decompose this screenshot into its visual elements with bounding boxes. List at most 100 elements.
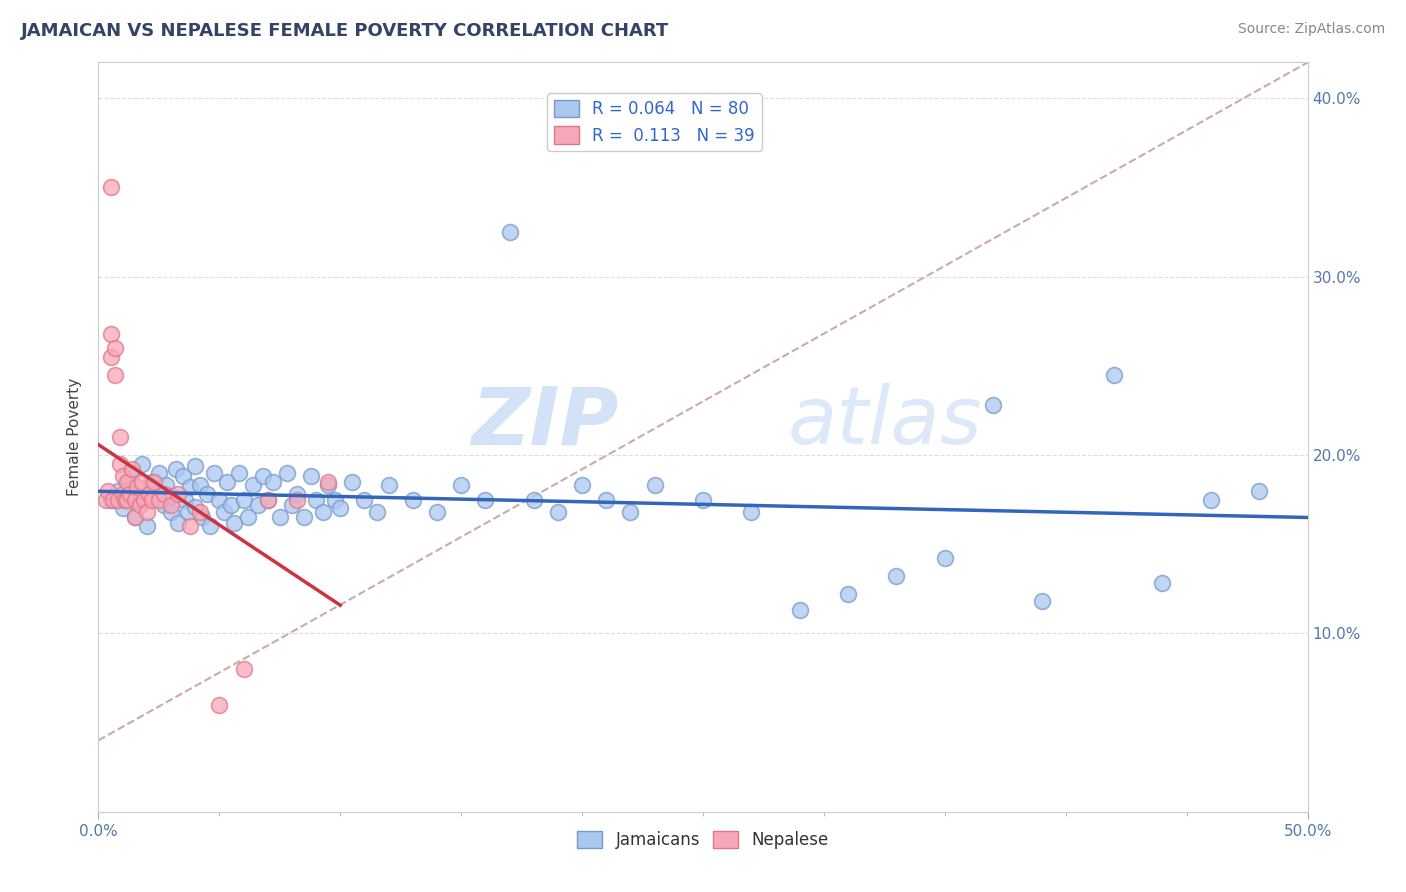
Point xyxy=(100,326,122,341)
Point xyxy=(177,505,200,519)
Point xyxy=(228,466,250,480)
Point xyxy=(222,516,245,530)
Point xyxy=(94,492,117,507)
Point xyxy=(547,505,569,519)
Point xyxy=(740,505,762,519)
Point xyxy=(111,469,134,483)
Point xyxy=(242,478,264,492)
Point xyxy=(124,510,146,524)
Point xyxy=(1031,594,1053,608)
Point xyxy=(498,225,520,239)
Point xyxy=(1152,576,1174,591)
Point xyxy=(204,466,226,480)
Point xyxy=(160,489,183,503)
Point xyxy=(188,505,211,519)
Point xyxy=(269,510,291,524)
Point xyxy=(148,466,170,480)
Point xyxy=(145,487,167,501)
Point xyxy=(198,519,221,533)
Point xyxy=(184,500,207,514)
Point xyxy=(138,487,160,501)
Point xyxy=(104,368,127,382)
Point xyxy=(342,475,364,489)
Point xyxy=(160,498,183,512)
Point xyxy=(128,498,150,512)
Point xyxy=(474,492,496,507)
Point xyxy=(252,469,274,483)
Point xyxy=(256,492,278,507)
Point xyxy=(191,510,214,524)
Point xyxy=(402,492,425,507)
Point xyxy=(208,698,231,712)
Point xyxy=(108,457,131,471)
Point xyxy=(131,475,153,489)
Point xyxy=(143,475,166,489)
Point xyxy=(195,487,218,501)
Point xyxy=(117,475,139,489)
Text: Source: ZipAtlas.com: Source: ZipAtlas.com xyxy=(1237,22,1385,37)
Point xyxy=(221,498,243,512)
Point xyxy=(247,498,270,512)
Point xyxy=(276,466,298,480)
Point xyxy=(152,487,174,501)
Text: JAMAICAN VS NEPALESE FEMALE POVERTY CORRELATION CHART: JAMAICAN VS NEPALESE FEMALE POVERTY CORR… xyxy=(21,22,669,40)
Point xyxy=(353,492,375,507)
Point xyxy=(127,480,149,494)
Point xyxy=(107,492,129,507)
Point xyxy=(172,469,194,483)
Point xyxy=(160,505,183,519)
Point xyxy=(316,475,339,489)
Point xyxy=(148,492,170,507)
Point xyxy=(101,492,124,507)
Point xyxy=(523,492,546,507)
Point xyxy=(184,458,207,473)
Point xyxy=(141,492,163,507)
Point xyxy=(141,475,163,489)
Point xyxy=(104,341,127,355)
Text: ZIP: ZIP xyxy=(471,383,619,461)
Point xyxy=(97,483,120,498)
Point xyxy=(208,492,231,507)
Point xyxy=(124,492,146,507)
Point xyxy=(165,462,187,476)
Point xyxy=(167,516,190,530)
Point xyxy=(325,492,347,507)
Point xyxy=(837,587,859,601)
Point xyxy=(595,492,617,507)
Point xyxy=(377,478,399,492)
Point xyxy=(1249,483,1271,498)
Point xyxy=(212,505,235,519)
Point xyxy=(167,487,190,501)
Point xyxy=(644,478,666,492)
Point xyxy=(121,466,143,480)
Point xyxy=(299,469,322,483)
Point xyxy=(312,505,335,519)
Point xyxy=(292,510,315,524)
Point xyxy=(789,603,811,617)
Point xyxy=(100,350,122,364)
Point xyxy=(426,505,449,519)
Point xyxy=(238,510,260,524)
Point xyxy=(316,478,339,492)
Point xyxy=(135,519,157,533)
Text: atlas: atlas xyxy=(787,383,983,461)
Point xyxy=(100,180,122,194)
Point xyxy=(111,501,134,516)
Point xyxy=(117,475,139,489)
Point xyxy=(232,492,254,507)
Legend: Jamaicans, Nepalese: Jamaicans, Nepalese xyxy=(571,824,835,855)
Point xyxy=(305,492,328,507)
Point xyxy=(571,478,593,492)
Point xyxy=(1199,492,1222,507)
Point xyxy=(100,492,122,507)
Point xyxy=(188,478,211,492)
Point xyxy=(121,462,143,476)
Point xyxy=(108,430,131,444)
Point xyxy=(285,492,308,507)
Point xyxy=(366,505,388,519)
Point xyxy=(155,478,177,492)
Point xyxy=(107,483,129,498)
Point xyxy=(886,569,908,583)
Y-axis label: Female Poverty: Female Poverty xyxy=(67,378,83,496)
Point xyxy=(111,487,134,501)
